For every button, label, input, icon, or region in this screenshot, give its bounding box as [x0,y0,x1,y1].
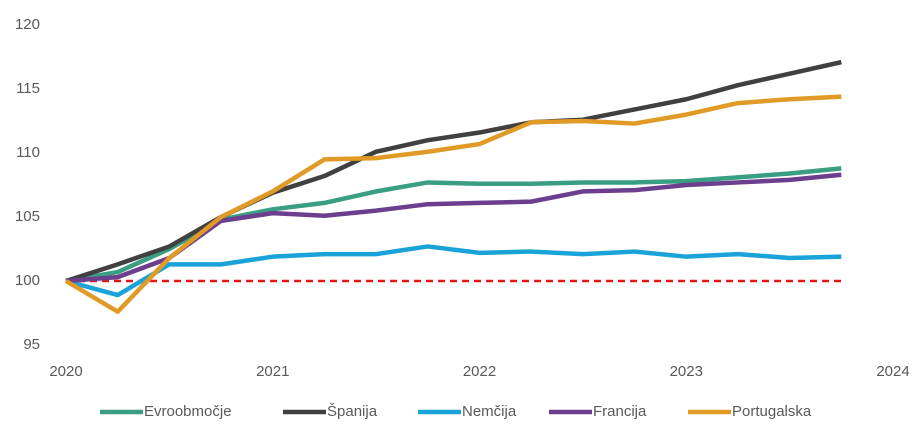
x-tick-label: 2020 [49,363,82,380]
legend-label: Španija [327,403,378,420]
y-tick-label: 100 [15,272,40,289]
series-line [65,59,842,284]
legend-label: Portugalska [732,403,812,420]
x-tick-label: 2022 [463,363,496,380]
y-tick-label: 105 [15,208,40,225]
legend-label: Evroobmočje [144,403,232,420]
x-tick-label: 2023 [670,363,703,380]
series-line [65,244,842,298]
legend-label: Francija [593,403,647,420]
y-tick-label: 120 [15,16,40,33]
y-tick-label: 95 [23,336,40,353]
legend-label: Nemčija [462,403,517,420]
y-tick-label: 110 [16,144,40,161]
series-line [64,94,842,314]
x-tick-label: 2021 [256,363,289,380]
x-tick-label: 2024 [876,363,909,380]
y-tick-label: 115 [16,80,40,97]
